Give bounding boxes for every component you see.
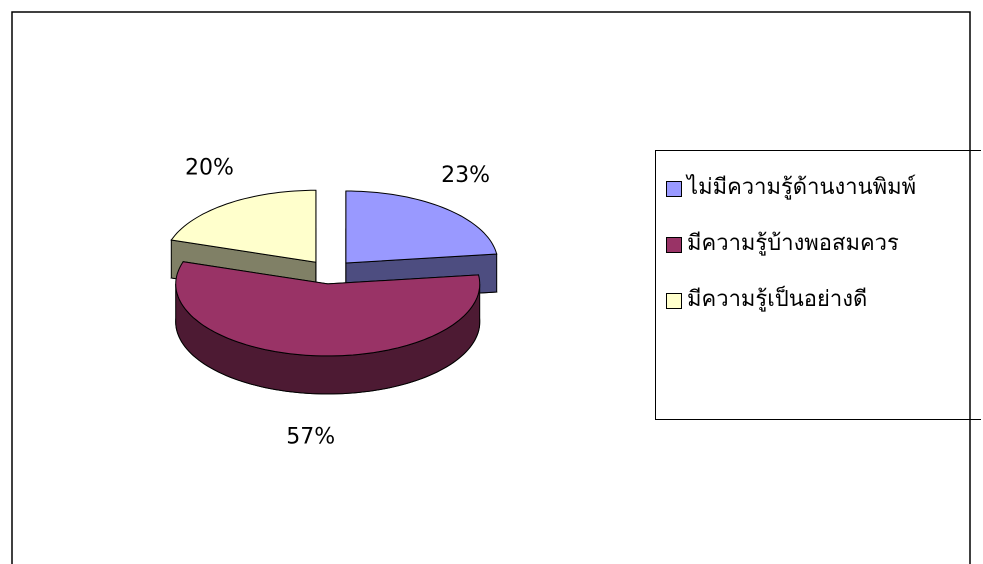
legend-label: ไม่มีความรู้ด้านงานพิมพ์ <box>687 175 917 200</box>
slice-top <box>170 189 317 263</box>
slice-top <box>175 261 481 357</box>
legend-label: มีความรู้บ้างพอสมควร <box>687 231 899 256</box>
legend-item: ไม่มีความรู้ด้านงานพิมพ์ <box>666 173 971 203</box>
pie-slice <box>175 261 481 395</box>
legend-item: มีความรู้เป็นอย่างดี <box>666 285 971 315</box>
slice-top <box>345 190 498 264</box>
data-label: 57% <box>286 424 335 449</box>
legend-swatch <box>666 181 682 197</box>
data-label: 20% <box>185 155 234 180</box>
chart-frame <box>11 11 971 564</box>
data-label: 23% <box>441 163 490 188</box>
legend-label: มีความรู้เป็นอย่างดี <box>687 287 868 312</box>
legend: ไม่มีความรู้ด้านงานพิมพ์มีความรู้บ้างพอส… <box>655 150 981 420</box>
legend-swatch <box>666 237 682 253</box>
legend-item: มีความรู้บ้างพอสมควร <box>666 229 971 259</box>
legend-swatch <box>666 293 682 309</box>
